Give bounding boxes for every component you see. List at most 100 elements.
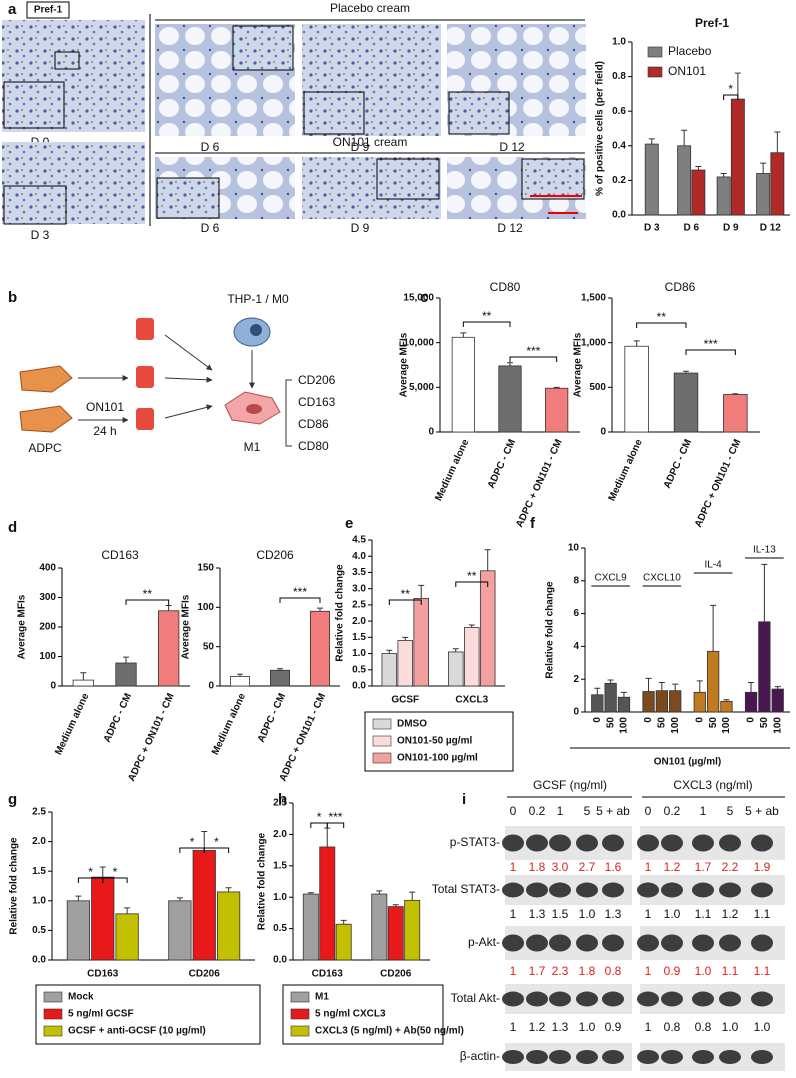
bar [387,906,404,961]
y-axis-label: Average MFIs [181,594,192,659]
lane-label: 5 [727,804,734,818]
inset [3,185,67,225]
bar [691,169,706,216]
blot-band [502,991,524,1007]
error-bar [277,668,283,671]
y-tick-label: 1.0 [273,892,287,903]
quantification: 0.8 [664,1020,681,1034]
y-tick-label: 100 [39,651,56,662]
error-bar [201,831,208,851]
bar [498,365,522,433]
bar [642,691,655,713]
x-tick-label: D 9 [723,223,739,234]
blot-band [576,1050,598,1064]
error-bar [607,679,614,684]
blot-band [692,1050,714,1064]
arrow [164,404,213,419]
quantification: 1.8 [579,964,596,978]
y-tick-label: 0 [428,427,434,438]
cell-label: M1 [244,440,261,454]
marker-label: CD80 [298,439,329,453]
quantification: 1.0 [579,1020,596,1034]
bracket [388,599,422,605]
group-label: Placebo cream [330,1,410,15]
blot-band [549,882,571,898]
panel-label: e [345,515,353,532]
blot-row-label: β-actin- [460,1049,500,1063]
y-tick-label: 1.0 [612,37,626,48]
legend-box [364,711,514,772]
y-tick-label: 2.0 [352,616,366,627]
bar [72,679,94,687]
error-bar [468,624,475,628]
annotation: *** [526,344,540,358]
y-tick-label: 0.0 [32,955,46,966]
quantification: 1.1 [695,907,712,921]
error-bar [123,656,129,663]
y-tick-label: 4.5 [352,535,366,546]
y-tick-label: 2.0 [32,836,46,847]
blot-row-label: p-Akt- [468,935,500,949]
quantification: 1.0 [754,1020,771,1034]
bar [655,690,669,713]
quantification: 1.8 [529,860,546,874]
blot-band [549,834,571,852]
quantification: 1.0 [664,907,681,921]
error-bar [648,138,655,145]
series-label: IL-13 [753,545,776,556]
bracket [326,822,345,828]
error-bar [720,172,727,177]
x-tick-label: CD163 [87,969,119,980]
bar [229,676,250,687]
inset [232,25,294,71]
annotation: * [214,835,219,849]
y-tick-label: 2.0 [273,829,287,840]
y-axis-label: Relative fold change [545,581,556,679]
arrow [164,334,213,371]
annotation: *** [293,585,307,599]
blot-band [637,882,659,898]
x-tick-label: ADPC + ON101 - CM [514,438,564,530]
error-bar [710,604,717,652]
legend-swatch [43,991,63,1003]
y-tick-label: 6 [573,608,579,619]
bar [66,900,90,961]
blot-row-label: Total STAT3- [432,882,500,896]
time-label: 24 h [93,424,116,438]
y-tick-label: 4 [573,641,579,652]
quantification: 1.7 [529,964,546,978]
bar [448,651,464,687]
blot-group-title: GCSF (ng/ml) [533,778,607,792]
cell-label: ADPC [28,441,62,455]
bar [115,913,139,961]
error-bar [460,332,467,338]
beaker [136,408,154,430]
y-tick-label: 15,000 [403,293,434,304]
x-tick-label: 100 [670,717,681,734]
blot-band [549,991,571,1007]
error-bar [165,604,172,611]
annotation: *** [704,337,718,351]
quantification: 2.7 [579,860,596,874]
bar [381,653,398,687]
y-tick-label: 0.5 [32,925,46,936]
y-axis-label: Average MFIs [399,332,410,397]
inset-box [54,51,80,70]
y-tick-label: 0.4 [612,140,626,151]
quantification: 1.3 [605,907,622,921]
y-tick-label: 3.5 [352,567,366,578]
error-bar [176,897,183,901]
error-bar [774,686,781,690]
y-tick-label: 0 [600,427,606,438]
error-bar [507,362,513,366]
y-tick-label: 2 [573,674,579,685]
day-label: D 9 [351,221,370,235]
y-tick-label: 0.8 [612,71,626,82]
legend-swatch [647,46,663,58]
error-bar [553,386,560,389]
error-bar [452,648,459,652]
y-axis-label: Relative fold change [335,564,346,662]
quantification: 1.2 [664,860,681,874]
bar [770,152,785,216]
